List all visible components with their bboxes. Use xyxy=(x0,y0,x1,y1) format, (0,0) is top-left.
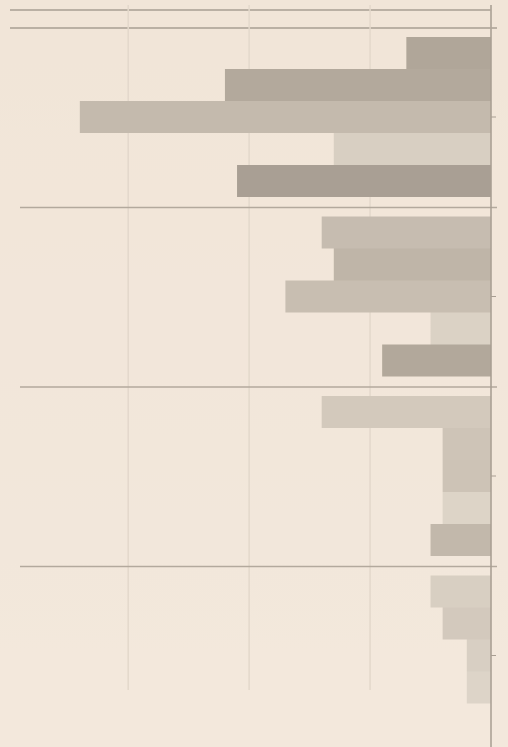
bar xyxy=(430,524,491,556)
bar xyxy=(382,344,491,377)
bar xyxy=(442,492,491,524)
bar xyxy=(442,428,491,460)
bar xyxy=(321,396,491,428)
bar xyxy=(321,216,491,249)
bar xyxy=(79,101,491,133)
bar xyxy=(430,575,491,608)
bar xyxy=(237,165,491,197)
bar xyxy=(442,607,491,640)
bar xyxy=(224,69,491,101)
bar xyxy=(442,460,491,492)
bar xyxy=(466,639,491,672)
bar xyxy=(406,37,491,69)
bar xyxy=(466,671,491,704)
bar xyxy=(285,280,491,313)
bar xyxy=(333,248,491,281)
bar xyxy=(430,312,491,345)
bar xyxy=(333,133,491,165)
